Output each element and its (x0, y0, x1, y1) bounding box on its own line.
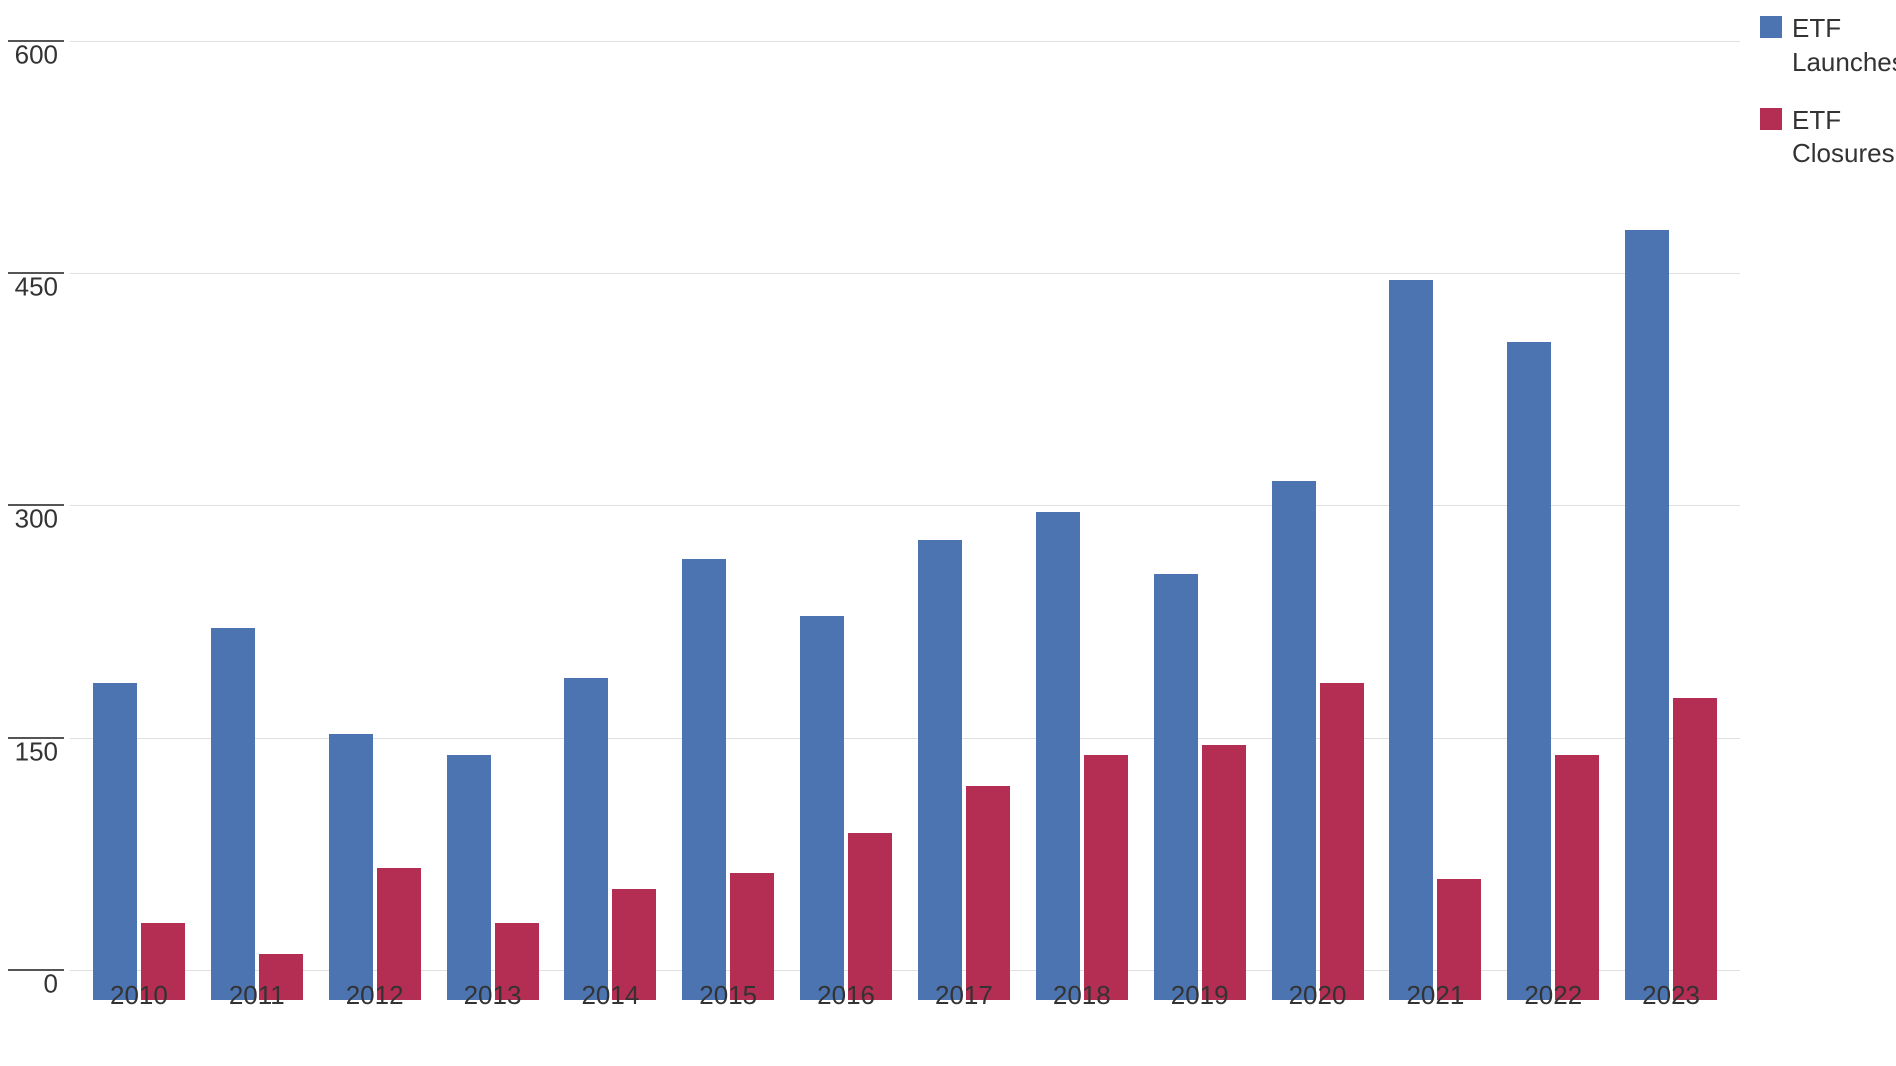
year-group (1141, 574, 1259, 1000)
year-group (316, 734, 434, 1000)
bar (447, 755, 491, 1000)
bar (1673, 698, 1717, 1000)
y-tick-label: 450 (0, 272, 58, 303)
x-tick-label: 2019 (1141, 980, 1259, 1011)
x-tick-label: 2013 (434, 980, 552, 1011)
legend-item: ETFClosures (1760, 104, 1890, 172)
bar (800, 616, 844, 1000)
x-tick-label: 2012 (316, 980, 434, 1011)
legend-label: ETFClosures (1792, 104, 1895, 172)
bar (93, 683, 137, 1000)
x-tick-label: 2022 (1494, 980, 1612, 1011)
legend: ETFLaunches ETFClosures (1760, 12, 1890, 195)
x-tick-label: 2016 (787, 980, 905, 1011)
bar (848, 833, 892, 1000)
bar (329, 734, 373, 1000)
x-tick-label: 2018 (1023, 980, 1141, 1011)
year-group (1376, 280, 1494, 1000)
year-group (1494, 342, 1612, 1000)
bar (211, 628, 255, 1000)
year-group (1259, 481, 1377, 1000)
x-tick-label: 2021 (1376, 980, 1494, 1011)
bar (1320, 683, 1364, 1000)
bar (1507, 342, 1551, 1000)
bar (1272, 481, 1316, 1000)
y-tick-label: 300 (0, 504, 58, 535)
legend-swatch (1760, 16, 1782, 38)
year-group (551, 678, 669, 1000)
bar (966, 786, 1010, 1000)
x-tick-label: 2014 (551, 980, 669, 1011)
y-tick-label: 150 (0, 736, 58, 767)
year-group (1023, 512, 1141, 1000)
year-group (669, 559, 787, 1000)
year-group (80, 683, 198, 1000)
x-tick-label: 2023 (1612, 980, 1730, 1011)
bar (1625, 230, 1669, 1000)
bars-area (70, 40, 1740, 1000)
bar (1202, 745, 1246, 1000)
year-group (787, 616, 905, 1000)
x-tick-label: 2010 (80, 980, 198, 1011)
bar (564, 678, 608, 1000)
y-tick-label: 600 (0, 39, 58, 70)
bar (1555, 755, 1599, 1000)
year-group (198, 628, 316, 1000)
legend-label: ETFLaunches (1792, 12, 1896, 80)
year-group (434, 755, 552, 1000)
etf-chart: 0150300450600 20102011201220132014201520… (70, 10, 1740, 1000)
bar (1084, 755, 1128, 1000)
bar (1154, 574, 1198, 1000)
bar (918, 540, 962, 1000)
x-axis-labels: 2010201120122013201420152016201720182019… (70, 980, 1740, 1011)
x-tick-label: 2017 (905, 980, 1023, 1011)
year-group (905, 540, 1023, 1000)
bar (682, 559, 726, 1000)
year-group (1612, 230, 1730, 1000)
legend-swatch (1760, 108, 1782, 130)
x-tick-label: 2011 (198, 980, 316, 1011)
bar (1389, 280, 1433, 1000)
y-tick-label: 0 (0, 969, 58, 1000)
x-tick-label: 2015 (669, 980, 787, 1011)
x-tick-label: 2020 (1259, 980, 1377, 1011)
bar (1036, 512, 1080, 1000)
legend-item: ETFLaunches (1760, 12, 1890, 80)
